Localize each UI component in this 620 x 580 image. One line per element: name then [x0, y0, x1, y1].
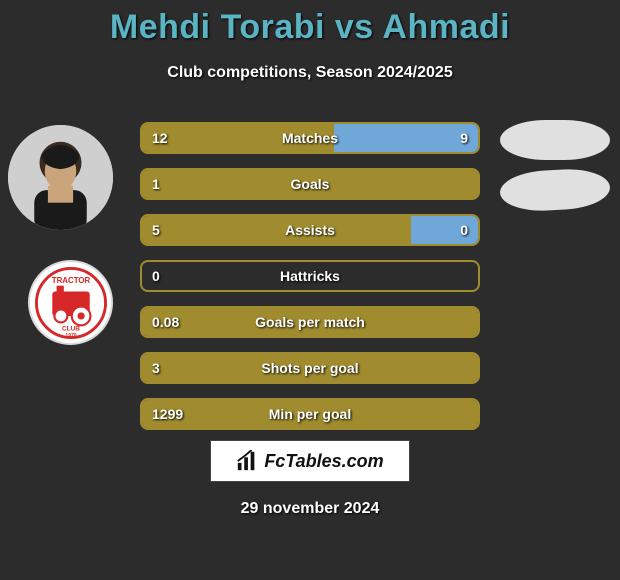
player2-avatar-placeholder [500, 120, 610, 160]
stat-label: Goals [142, 176, 478, 192]
stat-row: 129Matches [140, 122, 480, 154]
tractor-club-icon: TRACTOR CLUB 1970 [35, 267, 107, 339]
page-title: Mehdi Torabi vs Ahmadi [0, 8, 620, 47]
chart-icon [236, 450, 258, 472]
svg-text:1970: 1970 [65, 332, 76, 338]
stat-row: 1299Min per goal [140, 398, 480, 430]
stat-label: Matches [142, 130, 478, 146]
svg-text:CLUB: CLUB [62, 325, 80, 332]
stat-label: Assists [142, 222, 478, 238]
stat-row: 1Goals [140, 168, 480, 200]
fctables-logo: FcTables.com [210, 440, 410, 482]
person-icon [8, 125, 113, 230]
stat-row: 0Hattricks [140, 260, 480, 292]
stat-row: 0.08Goals per match [140, 306, 480, 338]
player2-club-badge-placeholder [499, 167, 611, 213]
stat-label: Hattricks [142, 268, 478, 284]
svg-text:TRACTOR: TRACTOR [51, 275, 90, 284]
subtitle: Club competitions, Season 2024/2025 [0, 64, 620, 82]
player1-club-badge: TRACTOR CLUB 1970 [28, 260, 113, 345]
date-label: 29 november 2024 [0, 500, 620, 518]
fctables-label: FcTables.com [264, 451, 383, 472]
stat-row: 50Assists [140, 214, 480, 246]
stat-row: 3Shots per goal [140, 352, 480, 384]
stat-label: Goals per match [142, 314, 478, 330]
stat-label: Shots per goal [142, 360, 478, 376]
stats-container: 129Matches 1Goals 50Assists 0Hattricks 0.08G… [140, 122, 480, 444]
stat-label: Min per goal [142, 406, 478, 422]
player1-avatar [8, 125, 113, 230]
